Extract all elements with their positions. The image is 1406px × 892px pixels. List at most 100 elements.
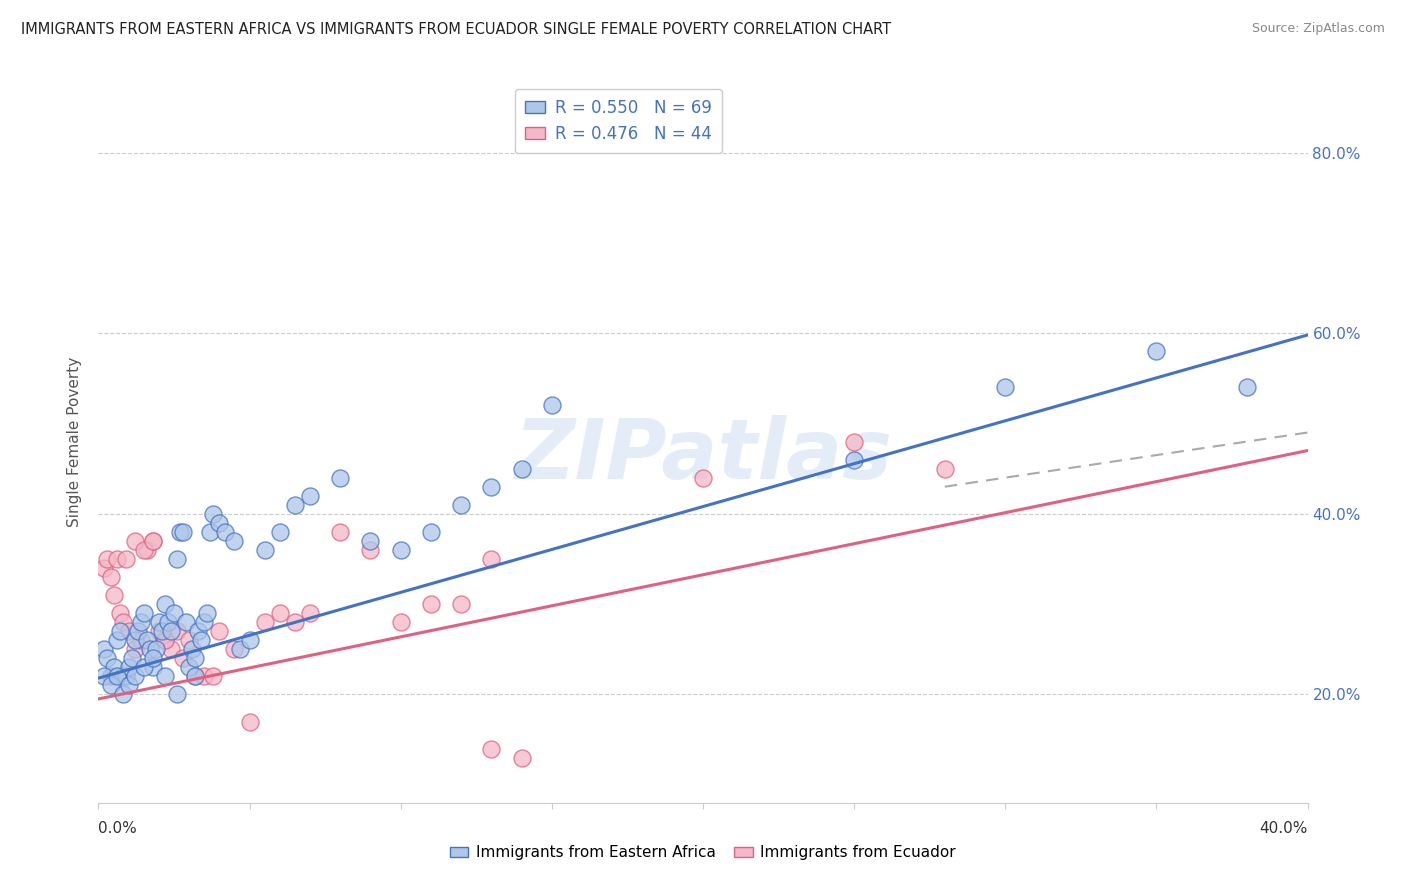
Point	[420, 597, 443, 611]
Point	[132, 542, 155, 557]
Point	[360, 542, 382, 557]
Point	[269, 606, 291, 620]
Point	[299, 606, 322, 620]
Point	[389, 615, 412, 630]
Point	[153, 633, 176, 648]
Point	[111, 687, 134, 701]
Point	[187, 624, 209, 639]
Text: 0.0%: 0.0%	[98, 822, 138, 837]
Point	[450, 498, 472, 512]
Point	[111, 669, 134, 683]
Point	[148, 615, 170, 630]
Point	[118, 678, 141, 692]
Point	[93, 642, 115, 657]
Point	[202, 669, 225, 683]
Point	[844, 452, 866, 467]
Point	[148, 624, 170, 639]
Point	[239, 633, 262, 648]
Point	[103, 588, 125, 602]
Point	[150, 624, 173, 639]
Point	[253, 542, 276, 557]
Point	[420, 524, 443, 539]
Point	[124, 669, 146, 683]
Point	[153, 669, 176, 683]
Point	[224, 642, 246, 657]
Point	[132, 660, 155, 674]
Point	[934, 461, 956, 475]
Point	[100, 669, 122, 683]
Point	[100, 678, 122, 692]
Point	[166, 624, 188, 639]
Point	[103, 660, 125, 674]
Point	[1144, 344, 1167, 359]
Point	[253, 615, 276, 630]
Point	[118, 660, 141, 674]
Point	[142, 660, 165, 674]
Point	[172, 651, 194, 665]
Point	[166, 552, 188, 566]
Point	[93, 561, 115, 575]
Point	[540, 398, 562, 412]
Point	[129, 633, 152, 648]
Point	[105, 669, 128, 683]
Point	[481, 480, 503, 494]
Text: 40.0%: 40.0%	[1260, 822, 1308, 837]
Point	[510, 750, 533, 764]
Point	[174, 615, 197, 630]
Point	[184, 669, 207, 683]
Point	[145, 642, 167, 657]
Point	[114, 552, 136, 566]
Point	[127, 624, 149, 639]
Point	[224, 533, 246, 548]
Legend: Immigrants from Eastern Africa, Immigrants from Ecuador: Immigrants from Eastern Africa, Immigran…	[444, 839, 962, 866]
Point	[124, 633, 146, 648]
Point	[142, 533, 165, 548]
Point	[135, 542, 157, 557]
Point	[239, 714, 262, 729]
Point	[1236, 380, 1258, 394]
Point	[172, 524, 194, 539]
Point	[181, 642, 204, 657]
Point	[166, 687, 188, 701]
Point	[269, 524, 291, 539]
Point	[108, 606, 131, 620]
Point	[132, 606, 155, 620]
Point	[360, 533, 382, 548]
Point	[208, 624, 231, 639]
Point	[284, 498, 307, 512]
Point	[329, 524, 352, 539]
Point	[389, 542, 412, 557]
Point	[329, 471, 352, 485]
Point	[510, 461, 533, 475]
Point	[481, 552, 503, 566]
Point	[284, 615, 307, 630]
Point	[93, 669, 115, 683]
Point	[190, 633, 212, 648]
Point	[96, 651, 118, 665]
Legend: R = 0.550   N = 69, R = 0.476   N = 44: R = 0.550 N = 69, R = 0.476 N = 44	[515, 88, 721, 153]
Text: Source: ZipAtlas.com: Source: ZipAtlas.com	[1251, 22, 1385, 36]
Point	[179, 633, 201, 648]
Point	[111, 615, 134, 630]
Point	[124, 642, 146, 657]
Point	[129, 615, 152, 630]
Point	[169, 524, 191, 539]
Point	[100, 570, 122, 584]
Point	[135, 633, 157, 648]
Point	[96, 552, 118, 566]
Point	[139, 642, 162, 657]
Point	[202, 507, 225, 521]
Point	[142, 533, 165, 548]
Point	[160, 624, 183, 639]
Point	[179, 660, 201, 674]
Point	[193, 669, 215, 683]
Point	[200, 524, 222, 539]
Y-axis label: Single Female Poverty: Single Female Poverty	[67, 357, 83, 526]
Point	[156, 615, 179, 630]
Text: ZIPatlas: ZIPatlas	[515, 416, 891, 497]
Point	[481, 741, 503, 756]
Point	[142, 651, 165, 665]
Point	[184, 669, 207, 683]
Point	[208, 516, 231, 530]
Point	[994, 380, 1017, 394]
